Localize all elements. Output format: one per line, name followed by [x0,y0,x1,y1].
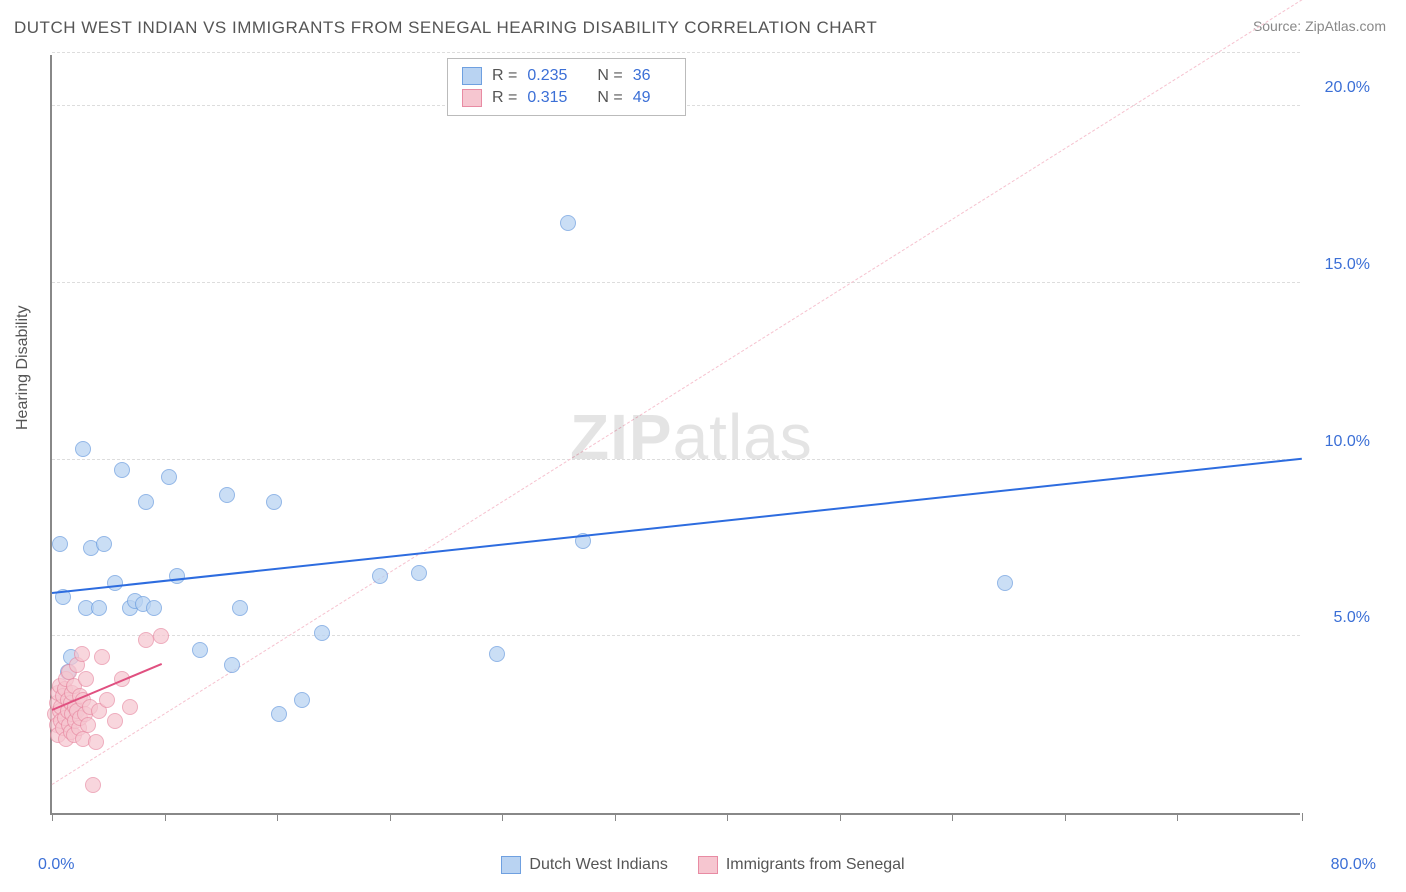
gridline-h [52,459,1300,460]
y-tick-label: 10.0% [1310,433,1370,451]
x-tick [390,813,391,821]
scatter-point [294,692,310,708]
scatter-point [52,536,68,552]
trend-line [52,458,1302,594]
x-tick [952,813,953,821]
x-tick-label: 0.0% [38,856,74,874]
scatter-point [85,777,101,793]
chart-title: DUTCH WEST INDIAN VS IMMIGRANTS FROM SEN… [14,18,877,38]
scatter-point [80,717,96,733]
stat-r-label: R = [492,89,517,107]
scatter-point [78,671,94,687]
scatter-point [91,600,107,616]
gridline-h [52,52,1300,53]
scatter-point [161,469,177,485]
stat-n-value: 49 [633,89,651,107]
scatter-point [271,706,287,722]
legend-label: Immigrants from Senegal [726,856,905,874]
gridline-h [52,282,1300,283]
scatter-point [138,632,154,648]
x-tick [840,813,841,821]
x-tick [615,813,616,821]
scatter-point [489,646,505,662]
stat-n-value: 36 [633,67,651,85]
y-axis-label: Hearing Disability [14,306,32,431]
stat-n-label: N = [597,89,622,107]
scatter-point [266,494,282,510]
legend-label: Dutch West Indians [529,856,667,874]
plot-area: 5.0%10.0%15.0%20.0%R =0.235N =36R =0.315… [50,55,1300,815]
scatter-point [219,487,235,503]
scatter-point [74,646,90,662]
scatter-point [146,600,162,616]
legend-swatch [462,89,482,107]
stat-r-value: 0.315 [527,89,567,107]
scatter-point [997,575,1013,591]
scatter-point [411,565,427,581]
x-tick [165,813,166,821]
y-tick-label: 15.0% [1310,256,1370,274]
scatter-point [314,625,330,641]
scatter-point [122,699,138,715]
scatter-point [372,568,388,584]
scatter-point [107,713,123,729]
scatter-point [232,600,248,616]
x-tick [277,813,278,821]
stat-legend: R = 0.235 N = 36 R = 0.315 N = 49 [447,58,686,116]
stat-r-label: R = [492,67,517,85]
x-tick-label: 80.0% [1331,856,1376,874]
scatter-point [107,575,123,591]
gridline-h [52,635,1300,636]
scatter-point [224,657,240,673]
x-tick [727,813,728,821]
scatter-point [169,568,185,584]
bottom-legend: Dutch West Indians Immigrants from Senega… [0,856,1406,874]
x-tick [52,813,53,821]
stat-r-value: 0.235 [527,67,567,85]
x-tick [502,813,503,821]
source-attribution: Source: ZipAtlas.com [1253,18,1386,34]
bottom-legend-item: Dutch West Indians [501,856,667,874]
scatter-point [96,536,112,552]
bottom-legend-item: Immigrants from Senegal [698,856,905,874]
legend-swatch [698,856,718,874]
legend-swatch [501,856,521,874]
scatter-point [94,649,110,665]
scatter-point [75,441,91,457]
y-tick-label: 20.0% [1310,79,1370,97]
scatter-point [153,628,169,644]
x-tick [1065,813,1066,821]
scatter-point [114,462,130,478]
scatter-point [192,642,208,658]
stat-n-label: N = [597,67,622,85]
x-tick [1177,813,1178,821]
scatter-point [138,494,154,510]
y-tick-label: 5.0% [1310,609,1370,627]
scatter-point [88,734,104,750]
stat-legend-row: R = 0.235 N = 36 [462,65,671,87]
scatter-point [99,692,115,708]
scatter-point [560,215,576,231]
x-tick [1302,813,1303,821]
stat-legend-row: R = 0.315 N = 49 [462,87,671,109]
legend-swatch [462,67,482,85]
